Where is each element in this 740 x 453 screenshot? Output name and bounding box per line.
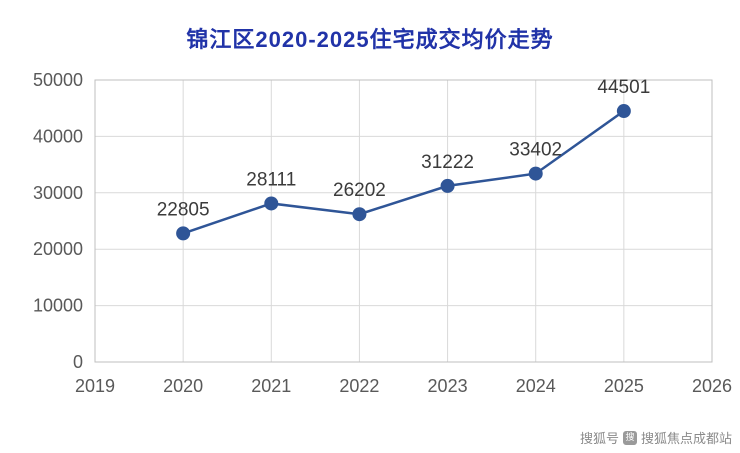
data-point-marker — [616, 104, 631, 119]
data-point-label: 28111 — [246, 169, 296, 190]
data-point-label: 33402 — [509, 140, 562, 161]
data-point-marker — [352, 207, 367, 222]
data-point-marker — [528, 166, 543, 181]
data-point-label: 44501 — [597, 77, 650, 98]
y-axis-tick-label: 20000 — [33, 239, 83, 259]
x-axis-tick-label: 2026 — [692, 376, 732, 396]
data-point-label: 26202 — [333, 180, 386, 201]
plot-border — [94, 79, 713, 363]
x-axis-tick-label: 2025 — [604, 376, 644, 396]
line-chart: 0 10000 20000 30000 40000 50000 2019 2020 2021 20… — [33, 70, 732, 396]
data-point-marker — [176, 226, 191, 241]
watermark-suffix: 搜狐焦点成都站 — [640, 431, 732, 446]
y-axis-tick-label: 30000 — [33, 183, 83, 203]
chart-title: 锦江区2020-2025住宅成交均价走势 — [186, 27, 554, 52]
x-axis-tick-label: 2022 — [339, 376, 379, 396]
x-axis-tick-label: 2020 — [163, 376, 203, 396]
x-axis-tick-label: 2024 — [516, 376, 556, 396]
data-point-marker — [440, 178, 455, 193]
y-axis-tick-label: 0 — [73, 352, 83, 372]
watermark: 搜狐号 搜 搜狐焦点成都站 — [580, 428, 732, 447]
y-axis-tick-label: 50000 — [33, 70, 83, 90]
y-axis-tick-label: 40000 — [33, 126, 83, 146]
data-point-label: 22805 — [157, 199, 210, 220]
data-point-marker — [264, 196, 279, 211]
x-axis-tick-label: 2021 — [251, 376, 291, 396]
x-axis-tick-label: 2019 — [75, 376, 115, 396]
sohu-logo-icon: 搜 — [622, 430, 637, 445]
y-axis-tick-label: 10000 — [33, 296, 83, 316]
watermark-prefix: 搜狐号 — [579, 431, 619, 446]
data-point-label: 31222 — [421, 152, 474, 173]
x-axis-tick-label: 2023 — [428, 376, 468, 396]
trend-line — [182, 109, 625, 235]
